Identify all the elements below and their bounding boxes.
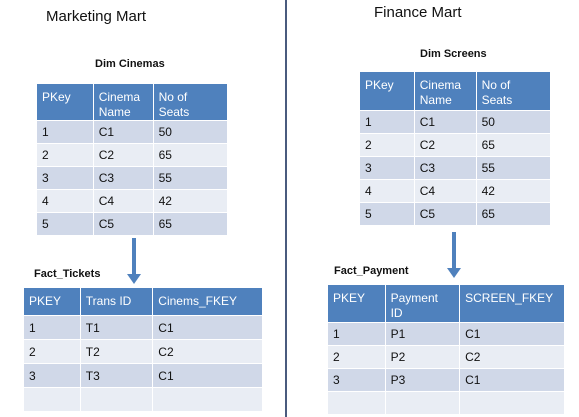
table-row: 3 C3 55 bbox=[359, 156, 552, 180]
table-cell: C1 bbox=[152, 363, 263, 388]
table-cell: C5 bbox=[413, 202, 477, 226]
table-cell: T3 bbox=[79, 363, 154, 388]
table-cell: 65 bbox=[152, 143, 229, 167]
table-cell: 5 bbox=[359, 202, 415, 226]
table-row: 3 P3 C1 bbox=[327, 368, 565, 392]
table-row: 2 T2 C2 bbox=[23, 339, 263, 364]
table-cell: 50 bbox=[475, 110, 552, 134]
fact-tickets-title: Fact_Tickets bbox=[34, 268, 101, 280]
table-row: 3 T3 C1 bbox=[23, 363, 263, 388]
table-cell: C4 bbox=[92, 189, 154, 213]
dim-screens-table: PKey Cinema Name No of Seats 1 C1 50 2 C… bbox=[359, 71, 552, 226]
table-cell: 4 bbox=[359, 179, 415, 203]
table-cell: 65 bbox=[152, 212, 229, 236]
table-row-empty bbox=[23, 387, 263, 412]
column-header: Cinema Name bbox=[92, 83, 154, 121]
fact-tickets-table: PKEY Trans ID Cinems_FKEY 1 T1 C1 2 T2 C… bbox=[23, 287, 263, 412]
column-header: PKEY bbox=[23, 287, 81, 316]
table-cell: 42 bbox=[152, 189, 229, 213]
table-row: 2 C2 65 bbox=[36, 143, 229, 167]
fact-payment-table: PKEY Payment ID SCREEN_FKEY 1 P1 C1 2 P2… bbox=[327, 284, 565, 415]
table-row: 2 C2 65 bbox=[359, 133, 552, 157]
table-cell: T2 bbox=[79, 339, 154, 364]
table-cell: 3 bbox=[327, 368, 386, 392]
table-cell: 1 bbox=[36, 120, 94, 144]
table-row: 5 C5 65 bbox=[359, 202, 552, 226]
table-cell: 2 bbox=[359, 133, 415, 157]
column-header: No of Seats bbox=[152, 83, 229, 121]
table-row: 1 P1 C1 bbox=[327, 322, 565, 346]
table-cell: C4 bbox=[413, 179, 477, 203]
section-divider bbox=[285, 0, 287, 417]
column-header: PKEY bbox=[327, 284, 386, 323]
table-cell: 4 bbox=[36, 189, 94, 213]
dim-cinemas-table: PKey Cinema Name No of Seats 1 C1 50 2 C… bbox=[36, 83, 229, 236]
table-header-row: PKey Cinema Name No of Seats bbox=[36, 83, 229, 121]
table-row: 1 C1 50 bbox=[359, 110, 552, 134]
table-cell: 1 bbox=[327, 322, 386, 346]
table-row: 4 C4 42 bbox=[36, 189, 229, 213]
table-row: 4 C4 42 bbox=[359, 179, 552, 203]
table-cell: C3 bbox=[92, 166, 154, 190]
table-row: 1 C1 50 bbox=[36, 120, 229, 144]
table-cell: 2 bbox=[36, 143, 94, 167]
table-cell: C5 bbox=[92, 212, 154, 236]
marketing-mart-title: Marketing Mart bbox=[46, 8, 147, 25]
table-cell: C1 bbox=[92, 120, 154, 144]
table-cell: P2 bbox=[384, 345, 461, 369]
finance-mart-title: Finance Mart bbox=[374, 4, 462, 21]
column-header: PKey bbox=[359, 71, 415, 111]
table-cell: 50 bbox=[152, 120, 229, 144]
table-cell: 42 bbox=[475, 179, 552, 203]
column-header: Cinems_FKEY bbox=[152, 287, 263, 316]
table-cell: P3 bbox=[384, 368, 461, 392]
table-cell: 2 bbox=[327, 345, 386, 369]
table-cell: T1 bbox=[79, 315, 154, 340]
table-cell: C2 bbox=[459, 345, 565, 369]
column-header: No of Seats bbox=[475, 71, 552, 111]
column-header: Trans ID bbox=[79, 287, 154, 316]
table-cell: C2 bbox=[413, 133, 477, 157]
column-header: Cinema Name bbox=[413, 71, 477, 111]
table-row: 1 T1 C1 bbox=[23, 315, 263, 340]
table-cell: 55 bbox=[152, 166, 229, 190]
table-header-row: PKey Cinema Name No of Seats bbox=[359, 71, 552, 111]
table-cell: C2 bbox=[152, 339, 263, 364]
table-cell: 65 bbox=[475, 202, 552, 226]
table-row: 3 C3 55 bbox=[36, 166, 229, 190]
table-cell: C1 bbox=[413, 110, 477, 134]
table-cell: C2 bbox=[92, 143, 154, 167]
table-header-row: PKEY Trans ID Cinems_FKEY bbox=[23, 287, 263, 316]
table-cell: C1 bbox=[459, 368, 565, 392]
column-header: Payment ID bbox=[384, 284, 461, 323]
table-cell: 55 bbox=[475, 156, 552, 180]
relationship-arrow bbox=[127, 238, 141, 284]
table-header-row: PKEY Payment ID SCREEN_FKEY bbox=[327, 284, 565, 323]
column-header: SCREEN_FKEY bbox=[459, 284, 565, 323]
table-cell: 3 bbox=[36, 166, 94, 190]
table-row-empty bbox=[327, 391, 565, 415]
fact-payment-title: Fact_Payment bbox=[334, 265, 409, 277]
relationship-arrow bbox=[447, 232, 461, 278]
table-cell: 5 bbox=[36, 212, 94, 236]
dim-screens-title: Dim Screens bbox=[420, 48, 487, 60]
table-row: 2 P2 C2 bbox=[327, 345, 565, 369]
table-cell: 3 bbox=[359, 156, 415, 180]
table-cell: C1 bbox=[459, 322, 565, 346]
table-cell: P1 bbox=[384, 322, 461, 346]
table-cell: 1 bbox=[359, 110, 415, 134]
table-cell: 3 bbox=[23, 363, 81, 388]
table-cell: C3 bbox=[413, 156, 477, 180]
table-row: 5 C5 65 bbox=[36, 212, 229, 236]
table-cell: C1 bbox=[152, 315, 263, 340]
column-header: PKey bbox=[36, 83, 94, 121]
table-cell: 1 bbox=[23, 315, 81, 340]
table-cell: 2 bbox=[23, 339, 81, 364]
dim-cinemas-title: Dim Cinemas bbox=[95, 58, 165, 70]
table-cell: 65 bbox=[475, 133, 552, 157]
